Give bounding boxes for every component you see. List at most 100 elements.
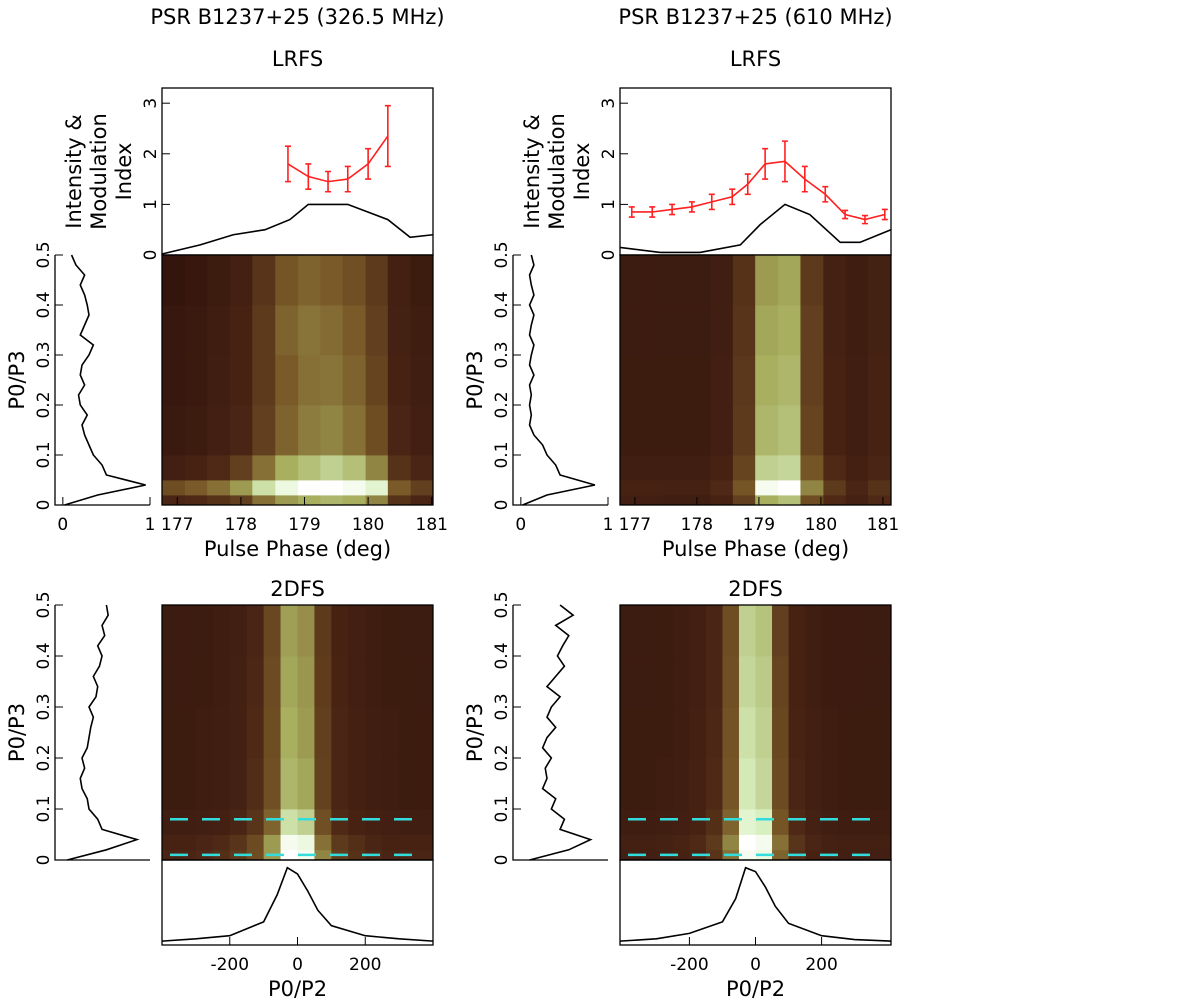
error-bar xyxy=(861,214,868,225)
heatmap-cell xyxy=(687,455,711,481)
heatmap-cell xyxy=(298,355,321,406)
x-tick-label: 177 xyxy=(619,515,651,535)
heatmap-cell xyxy=(162,605,180,657)
heatmap-cell xyxy=(162,834,180,851)
heatmap-cell xyxy=(705,707,723,759)
heatmap-cell xyxy=(823,455,847,481)
heatmap-cell xyxy=(772,758,789,810)
heatmap-cell xyxy=(246,834,265,851)
error-bar xyxy=(384,104,391,168)
heatmap-cell xyxy=(672,834,690,851)
y-axis-label: P0/P3 xyxy=(5,703,29,762)
heatmap-cell xyxy=(387,255,412,306)
heatmap-cell xyxy=(821,834,839,851)
x-tick-label: 181 xyxy=(416,515,448,535)
heatmap-cell xyxy=(212,834,231,851)
heatmap-cell xyxy=(665,405,688,456)
error-bar xyxy=(801,165,808,193)
heatmap-cell xyxy=(320,455,344,481)
heatmap-cell xyxy=(207,455,231,481)
heatmap-cell xyxy=(162,809,180,835)
heatmap-cell xyxy=(823,480,847,496)
heatmap-cell xyxy=(342,455,366,481)
heatmap-cell xyxy=(689,605,707,657)
heatmap-cell xyxy=(854,758,872,810)
panel-title: LRFS xyxy=(730,47,781,71)
heatmap-cell xyxy=(805,656,822,708)
y-axis-label: P0/P3 xyxy=(463,350,487,409)
heatmap-cell xyxy=(195,656,214,708)
heatmap-cell xyxy=(732,455,756,481)
heatmap-cell xyxy=(732,255,756,306)
heatmap-cell xyxy=(230,495,253,506)
heatmap-cell xyxy=(689,707,707,759)
heatmap-cell xyxy=(755,455,779,481)
heatmap-cell xyxy=(229,809,248,835)
heatmap-cell xyxy=(755,305,779,356)
heatmap-cell xyxy=(207,405,231,456)
heatmap-cell xyxy=(705,809,723,835)
heatmap-cell xyxy=(755,605,773,657)
heatmap-cell xyxy=(162,455,186,481)
heatmap-cell xyxy=(348,758,366,810)
heatmap-cell xyxy=(687,305,711,356)
y-tick-label: 0 xyxy=(141,250,161,261)
heatmap-cell xyxy=(298,305,321,356)
heatmap-cell xyxy=(416,834,434,851)
panel-frame xyxy=(161,859,434,946)
heatmap-cell xyxy=(805,758,822,810)
heatmap-cell xyxy=(320,495,344,506)
heatmap-cell xyxy=(212,758,231,810)
heatmap-cell xyxy=(755,758,773,810)
heatmap-cell xyxy=(298,495,321,506)
heatmap-cell xyxy=(672,656,690,708)
heatmap-cell xyxy=(672,758,690,810)
x-tick-label: 181 xyxy=(867,515,899,535)
error-bar xyxy=(781,140,788,183)
heatmap-cell xyxy=(656,834,674,851)
x-tick-label: 1 xyxy=(145,515,156,535)
heatmap-cell xyxy=(788,707,806,759)
heatmap-cell xyxy=(755,834,773,851)
heatmap-cell xyxy=(416,849,434,861)
heatmap-cell xyxy=(331,707,349,759)
heatmap-cell xyxy=(399,656,417,708)
heatmap-cell xyxy=(778,495,801,506)
heatmap-cell xyxy=(722,707,740,759)
heatmap-cell xyxy=(246,656,265,708)
y-tick-label: 0.2 xyxy=(34,744,54,771)
heatmap-cell xyxy=(387,480,412,496)
heatmap-cell xyxy=(755,255,779,306)
heatmap-cell xyxy=(263,605,281,657)
heatmap-cell xyxy=(365,255,389,306)
x-axis-label: P0/P2 xyxy=(268,977,327,1001)
heatmap-cell xyxy=(788,809,806,835)
heatmap-cell xyxy=(854,834,872,851)
heatmap-cell xyxy=(854,707,872,759)
heatmap-cell xyxy=(162,480,186,496)
heatmap-cell xyxy=(178,834,197,851)
profile-line xyxy=(161,866,434,942)
heatmap-cell xyxy=(297,605,315,657)
heatmap-cell xyxy=(845,495,869,506)
heatmap-cell xyxy=(772,809,789,835)
heatmap-cell xyxy=(620,809,641,835)
heatmap-cell xyxy=(705,656,723,708)
y-tick-label: 0.3 xyxy=(34,693,54,720)
heatmap-cell xyxy=(365,355,389,406)
heatmap-cell xyxy=(871,758,892,810)
heatmap-cell xyxy=(162,255,186,306)
heatmap-cell xyxy=(365,834,383,851)
heatmap-cell xyxy=(195,758,214,810)
heatmap-cell xyxy=(280,758,298,810)
heatmap-cell xyxy=(212,656,231,708)
heatmap-cell xyxy=(868,355,892,406)
axis-lines xyxy=(512,605,608,861)
y-tick-label: 0.1 xyxy=(34,441,54,468)
heatmap-cell xyxy=(230,305,253,356)
heatmap-cell xyxy=(365,480,389,496)
heatmap-cell xyxy=(665,305,688,356)
heatmap-cell xyxy=(275,255,299,306)
heatmap-cell xyxy=(365,605,383,657)
heatmap-cell xyxy=(263,758,281,810)
